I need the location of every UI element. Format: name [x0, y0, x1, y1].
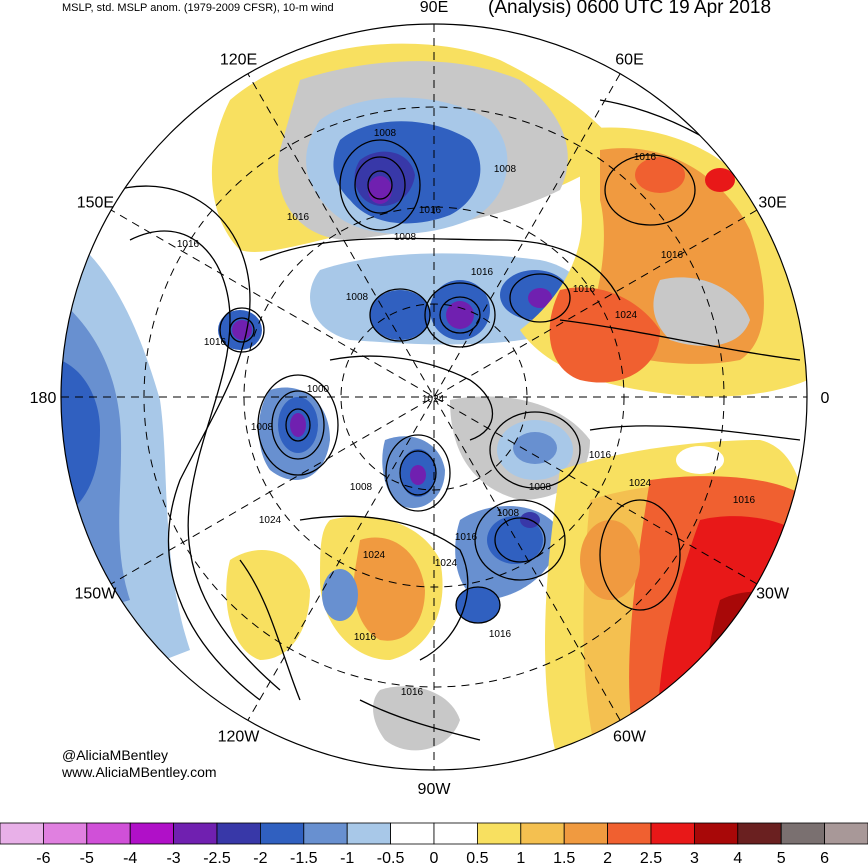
colorbar-swatch	[607, 822, 652, 845]
isobar-label: 1016	[634, 152, 657, 163]
longitude-label: 30E	[758, 195, 786, 212]
colorbar-swatch	[43, 822, 88, 845]
colorbar-swatch	[824, 822, 868, 845]
isobar-label: 1016	[287, 212, 310, 223]
map-disk	[61, 24, 807, 770]
colorbar-label: 2.5	[640, 850, 662, 865]
longitude-label: 150W	[75, 586, 118, 603]
isobar-label: 1016	[589, 450, 612, 461]
colorbar-label: 4	[733, 850, 742, 865]
colorbar-label: -3	[166, 850, 180, 865]
colorbar-label: 6	[820, 850, 829, 865]
isobar-label: 1008	[251, 422, 274, 433]
isobar-label: 1024	[435, 558, 458, 569]
longitude-label: 30W	[756, 586, 790, 603]
isobar-label: 1016	[661, 250, 684, 261]
longitude-labels: 90E 60E 30E 0 30W 60W 90W 120W 150W 180 150E 120E	[30, 0, 830, 798]
colorbar-label: 0.5	[466, 850, 488, 865]
longitude-label: 0	[821, 390, 830, 407]
colorbar-swatch	[433, 822, 478, 845]
colorbar-swatch	[259, 822, 305, 845]
isobar-label: 1008	[529, 482, 552, 493]
isobar-label: 1024	[629, 478, 652, 489]
isobar-label: 1016	[204, 337, 227, 348]
isobar-label: 1016	[455, 532, 478, 543]
isobar-label: 1016	[489, 629, 512, 640]
credit-handle: @AliciaMBentley	[62, 747, 169, 763]
map-subtitle: MSLP, std. MSLP anom. (1979-2009 CFSR), …	[62, 2, 334, 14]
colorbar-label: 5	[777, 850, 786, 865]
isobar-label: 1024	[259, 515, 282, 526]
colorbar-swatch	[694, 822, 739, 845]
isobars	[89, 99, 801, 741]
colorbar-swatch	[346, 822, 392, 845]
isobar-label: 1016	[177, 239, 200, 250]
isobar-label: 1008	[350, 482, 373, 493]
colorbar-swatch	[0, 822, 44, 845]
longitude-label: 60E	[615, 51, 643, 68]
isobar-label: 1016	[401, 687, 424, 698]
colorbar-swatch	[173, 822, 218, 845]
colorbar-label: -0.5	[377, 850, 405, 865]
isobar-label: 1016	[471, 267, 494, 278]
longitude-label: 90E	[420, 0, 448, 16]
isobar-label: 1024	[422, 394, 445, 405]
colorbar-swatch	[520, 822, 565, 845]
colorbar-label: -6	[36, 850, 50, 865]
isobar-label: 1016	[354, 632, 377, 643]
isobar-label: 1016	[573, 284, 596, 295]
map-boundary	[60, 23, 808, 771]
longitude-label: 150E	[77, 195, 114, 212]
colorbar-swatch	[476, 822, 522, 845]
colorbar-label: 0	[430, 850, 439, 865]
credit-website: www.AliciaMBentley.com	[62, 764, 217, 780]
graticule	[61, 24, 807, 770]
colorbar-label: 1	[516, 850, 525, 865]
isobar-label: 1008	[346, 292, 369, 303]
isobar-label: 1024	[615, 310, 638, 321]
colorbar-label: -2	[253, 850, 267, 865]
isobar-label: 1016	[419, 205, 442, 216]
colorbar-swatch	[303, 822, 348, 845]
colorbar-label: -4	[123, 850, 137, 865]
colorbar-swatch	[216, 822, 261, 845]
colorbar-swatch	[86, 822, 131, 845]
longitude-label: 180	[30, 390, 57, 407]
colorbar-label: 3	[690, 850, 699, 865]
isobar-label: 1008	[394, 232, 417, 243]
map-title: (Analysis) 0600 UTC 19 Apr 2018	[488, 0, 772, 18]
colorbar-swatch	[737, 822, 782, 845]
isobar-label: 1008	[374, 128, 397, 139]
colorbar-swatch	[390, 822, 435, 845]
longitude-label: 120E	[220, 51, 257, 68]
colorbar-label: -2.5	[203, 850, 231, 865]
isobar-labels: 1008 1008 1016 1008 1016 1016 1016 1008 1016 1024…	[177, 128, 756, 698]
colorbar: -6 -5 -4 -3 -2.5 -2 -1.5 -1 -0.5 0 0.5 1 1.5 2 2.5 3 4 5 6	[0, 822, 868, 865]
isobar-label: 1016	[733, 495, 756, 506]
isobar-label: 1000	[307, 384, 330, 395]
colorbar-swatch	[563, 822, 609, 845]
longitude-label: 120W	[218, 729, 261, 746]
colorbar-label: 2	[603, 850, 612, 865]
isobar-label: 1024	[363, 550, 386, 561]
longitude-label: 60W	[613, 729, 647, 746]
colorbar-swatch	[650, 822, 695, 845]
longitude-label: 90W	[418, 781, 452, 798]
isobar-label: 1008	[497, 508, 520, 519]
colorbar-label: 1.5	[553, 850, 575, 865]
colorbar-swatch	[129, 822, 174, 845]
colorbar-label: -5	[80, 850, 94, 865]
colorbar-label: -1.5	[290, 850, 318, 865]
isobar-label: 1008	[494, 164, 517, 175]
colorbar-swatch	[780, 822, 826, 845]
colorbar-label: -1	[340, 850, 354, 865]
